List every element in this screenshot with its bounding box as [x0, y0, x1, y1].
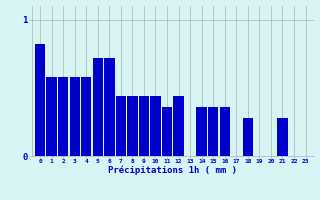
Bar [35, 44, 45, 156]
Bar [46, 77, 57, 156]
Bar [69, 77, 80, 156]
Bar [162, 107, 172, 156]
X-axis label: Précipitations 1h ( mm ): Précipitations 1h ( mm ) [108, 166, 237, 175]
Bar [173, 96, 184, 156]
Bar [277, 118, 288, 156]
Bar [196, 107, 207, 156]
Bar [220, 107, 230, 156]
Bar [127, 96, 138, 156]
Bar [150, 96, 161, 156]
Bar [104, 58, 115, 156]
Bar [116, 96, 126, 156]
Bar [208, 107, 218, 156]
Bar [81, 77, 92, 156]
Bar [58, 77, 68, 156]
Bar [243, 118, 253, 156]
Bar [92, 58, 103, 156]
Bar [139, 96, 149, 156]
